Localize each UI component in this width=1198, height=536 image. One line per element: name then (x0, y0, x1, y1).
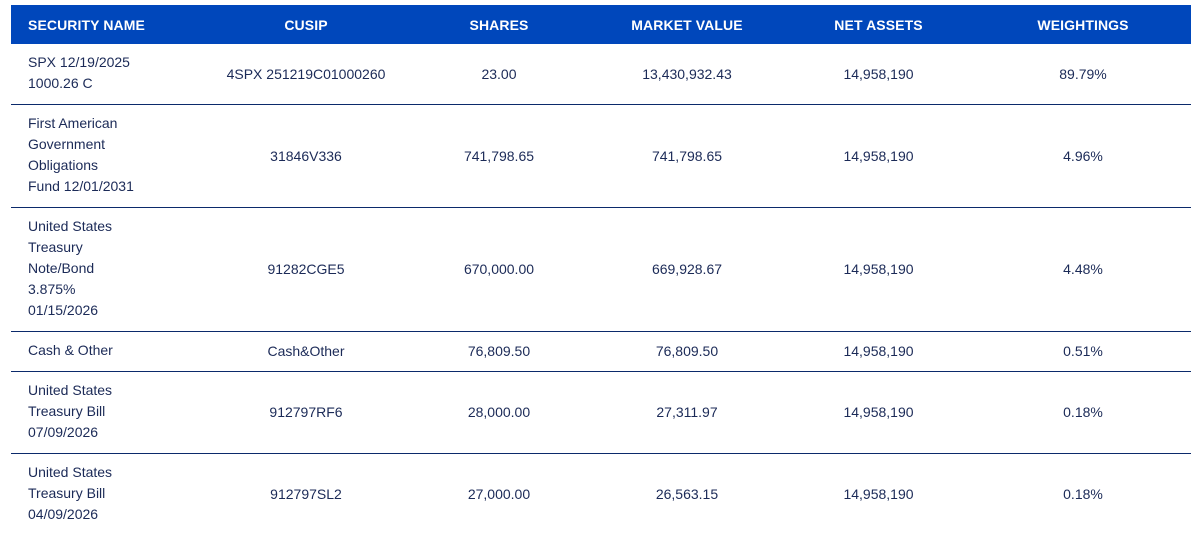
security-name-cell: United States Treasury Bill 04/09/2026 (11, 454, 206, 536)
net-assets-cell: 14,958,190 (782, 104, 975, 208)
table-row: First American Government Obligations Fu… (11, 104, 1191, 208)
market-value-cell: 13,430,932.43 (592, 44, 782, 105)
shares-cell: 23.00 (406, 44, 592, 105)
security-name-cell: First American Government Obligations Fu… (11, 104, 206, 208)
holdings-table-header: SECURITY NAME CUSIP SHARES MARKET VALUE … (11, 5, 1191, 44)
table-row: United States Treasury Note/Bond 3.875% … (11, 207, 1191, 332)
column-header-net-assets[interactable]: NET ASSETS (834, 16, 923, 33)
security-name: United States Treasury Bill 04/09/2026 (28, 464, 113, 523)
weighting-cell: 0.18% (1063, 486, 1103, 503)
shares-cell: 27,000.00 (467, 486, 531, 503)
security-name-cell: SPX 12/19/2025 1000.26 C (11, 44, 206, 105)
weighting-cell: 0.18% (975, 371, 1191, 454)
market-value-cell: 741,798.65 (592, 104, 782, 208)
cusip-cell: 912797SL2 (270, 486, 342, 503)
net-assets-cell: 14,958,190 (782, 371, 975, 454)
security-name: First American Government Obligations Fu… (28, 115, 134, 194)
column-header-market-value[interactable]: MARKET VALUE (631, 16, 743, 33)
weighting-cell: 0.51% (975, 331, 1191, 372)
header-row: SECURITY NAME CUSIP SHARES MARKET VALUE … (11, 5, 1191, 44)
shares-cell: 741,798.65 (406, 104, 592, 208)
shares-cell: 76,809.50 (406, 331, 592, 372)
security-name-cell: United States Treasury Note/Bond 3.875% … (11, 207, 206, 332)
column-header-cusip[interactable]: CUSIP (284, 16, 328, 33)
weighting-cell: 4.48% (975, 207, 1191, 332)
security-name: United States Treasury Note/Bond 3.875% … (28, 218, 113, 318)
table-row: United States Treasury Bill 07/09/2026 9… (11, 371, 1191, 454)
weighting-cell: 89.79% (975, 44, 1191, 105)
column-header-weightings[interactable]: WEIGHTINGS (1037, 16, 1129, 33)
table-row: United States Treasury Bill 04/09/2026 9… (11, 454, 1191, 536)
security-name-cell: United States Treasury Bill 07/09/2026 (11, 371, 206, 454)
market-value-cell: 76,809.50 (592, 331, 782, 372)
security-name: Cash & Other (28, 342, 113, 358)
security-name: United States Treasury Bill 07/09/2026 (28, 382, 113, 440)
net-assets-cell: 14,958,190 (782, 44, 975, 105)
net-assets-cell: 14,958,190 (782, 207, 975, 332)
market-value-cell: 669,928.67 (592, 207, 782, 332)
shares-cell: 670,000.00 (406, 207, 592, 332)
cusip-cell: 912797RF6 (206, 371, 406, 454)
cusip-cell: Cash&Other (206, 331, 406, 372)
cusip-cell: 31846V336 (206, 104, 406, 208)
holdings-table-body: SPX 12/19/2025 1000.26 C 4SPX 251219C010… (11, 44, 1191, 536)
net-assets-cell: 14,958,190 (843, 486, 914, 503)
weighting-cell: 4.96% (975, 104, 1191, 208)
column-header-security-name[interactable]: SECURITY NAME (28, 16, 145, 33)
cusip-cell: 4SPX 251219C01000260 (206, 44, 406, 105)
holdings-table: SECURITY NAME CUSIP SHARES MARKET VALUE … (11, 5, 1191, 536)
market-value-cell: 26,563.15 (655, 486, 719, 503)
security-name: SPX 12/19/2025 1000.26 C (28, 54, 130, 91)
table-row: SPX 12/19/2025 1000.26 C 4SPX 251219C010… (11, 44, 1191, 105)
shares-cell: 28,000.00 (406, 371, 592, 454)
net-assets-cell: 14,958,190 (782, 331, 975, 372)
table-row: Cash & Other Cash&Other 76,809.50 76,809… (11, 331, 1191, 372)
column-header-shares[interactable]: SHARES (469, 16, 529, 33)
cusip-cell: 91282CGE5 (206, 207, 406, 332)
security-name-cell: Cash & Other (11, 331, 206, 372)
market-value-cell: 27,311.97 (592, 371, 782, 454)
